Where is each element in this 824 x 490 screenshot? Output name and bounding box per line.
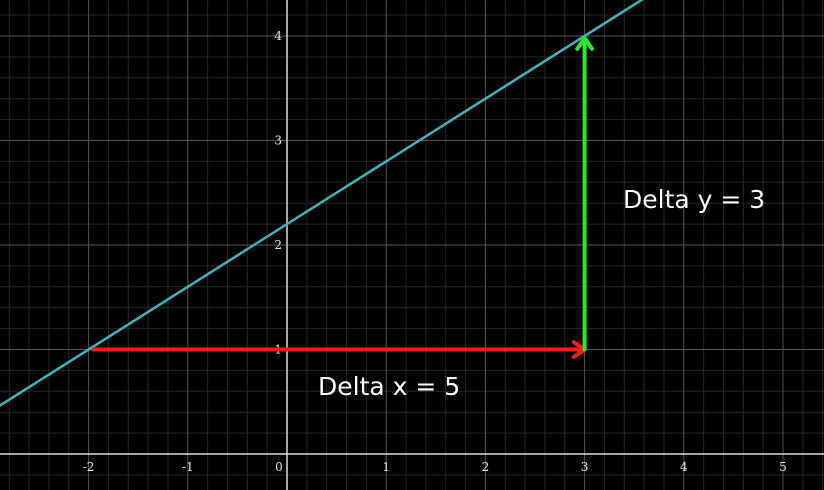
series bbox=[0, 0, 644, 407]
series-line bbox=[0, 0, 644, 407]
x-tick-label: -1 bbox=[182, 460, 194, 474]
x-tick-label: 1 bbox=[382, 460, 390, 474]
y-tick-label: 3 bbox=[274, 134, 282, 148]
y-tick-label: 2 bbox=[274, 238, 282, 252]
x-tick-label: 2 bbox=[482, 460, 490, 474]
delta-y-arrowhead bbox=[575, 36, 594, 51]
x-tick-label: 4 bbox=[680, 460, 688, 474]
tick-labels: -2-10123451234 bbox=[83, 29, 787, 474]
x-tick-label: 3 bbox=[581, 460, 589, 474]
delta-x-label: Delta x = 5 bbox=[318, 372, 460, 401]
y-tick-label: 4 bbox=[274, 29, 282, 43]
x-tick-label: -2 bbox=[83, 460, 95, 474]
x-tick-label: 0 bbox=[275, 460, 283, 474]
annotations: Delta x = 5 Delta y = 3 bbox=[318, 185, 765, 401]
arrows bbox=[91, 36, 594, 359]
x-tick-label: 5 bbox=[779, 460, 787, 474]
delta-y-label: Delta y = 3 bbox=[623, 185, 765, 214]
